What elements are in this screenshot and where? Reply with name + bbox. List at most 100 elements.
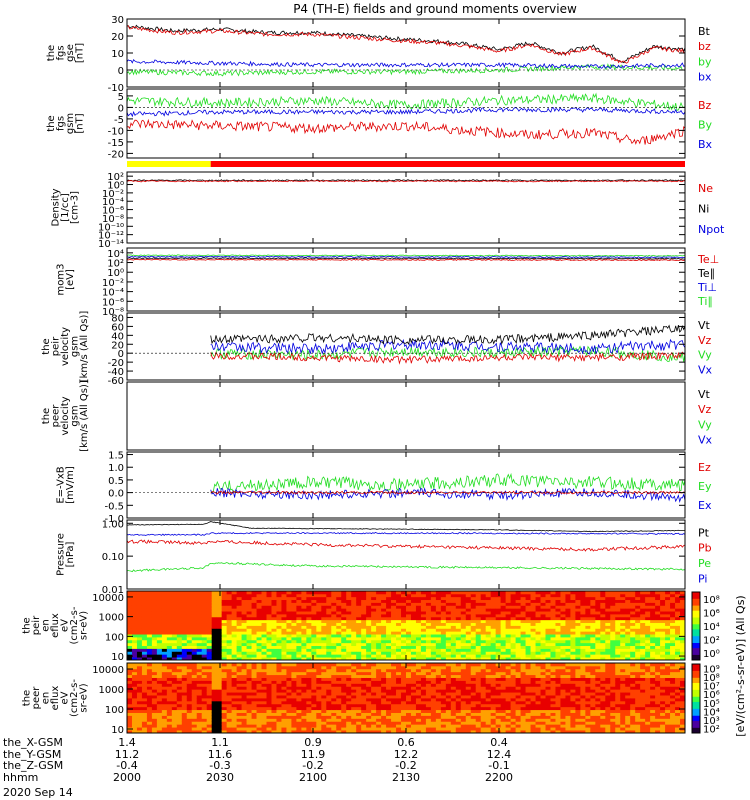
- spectrogram-cell: [281, 654, 287, 658]
- spectrogram-cell: [440, 683, 447, 687]
- spectrogram-cell: [251, 677, 257, 681]
- spectrogram-cell: [321, 706, 327, 711]
- spectrogram-cell: [475, 665, 482, 670]
- spectrogram-cell: [475, 718, 482, 722]
- spectrogram-cell: [127, 614, 133, 618]
- spectrogram-cell: [181, 602, 188, 606]
- spectrogram-cell: [271, 700, 277, 705]
- y-axis-label: Density[1/cc][cm-3]: [51, 188, 81, 226]
- spectrogram-cell: [381, 686, 387, 690]
- spectrogram-cell: [161, 683, 168, 687]
- spectrogram-cell: [660, 651, 666, 655]
- spectrogram-cell: [580, 611, 586, 615]
- spectrogram-cell: [156, 677, 163, 681]
- spectrogram-cell: [356, 605, 362, 609]
- spectrogram-cell: [241, 648, 247, 652]
- spectrogram-cell: [206, 695, 213, 699]
- spectrogram-cell: [520, 665, 526, 670]
- spectrogram-cell: [186, 712, 193, 716]
- spectrogram-cell: [226, 628, 233, 632]
- spectrogram-cell: [391, 648, 397, 652]
- spectrogram-cell: [151, 599, 158, 603]
- spectrogram-cell: [520, 639, 526, 644]
- spectrogram-cell: [455, 642, 462, 647]
- spectrogram-cell: [131, 700, 138, 705]
- spectrogram-cell: [455, 703, 462, 708]
- spectrogram-cell: [565, 614, 571, 618]
- spectrogram-cell: [146, 637, 153, 641]
- spectrogram-cell: [525, 642, 531, 647]
- spectrogram-cell: [286, 674, 292, 678]
- spectrogram-cell: [475, 680, 482, 684]
- spectrogram-cell: [321, 709, 327, 713]
- spectrogram-cell: [226, 651, 233, 655]
- spectrogram-cell: [181, 628, 188, 632]
- spectrogram-cell: [620, 651, 626, 655]
- spectrogram-cell: [406, 619, 412, 624]
- panel-frame: [126, 381, 686, 451]
- spectrogram-cell: [490, 648, 497, 652]
- spectrogram-cell: [460, 639, 467, 644]
- spectrogram-cell: [196, 700, 203, 705]
- spectrogram-cell: [186, 625, 193, 629]
- spectrogram-cell: [420, 680, 427, 684]
- spectrogram-cell: [550, 625, 556, 629]
- spectrogram-cell: [186, 715, 193, 719]
- spectrogram-cell: [231, 625, 238, 629]
- spectrogram-cell: [450, 648, 457, 652]
- spectrogram-cell: [386, 724, 392, 728]
- spectrogram-cell: [166, 634, 173, 638]
- spectrogram-cell: [515, 654, 521, 658]
- spectrogram-cell: [131, 706, 138, 711]
- spectrogram-cell: [396, 709, 402, 713]
- spectrogram-cell: [276, 616, 282, 621]
- spectrogram-cell: [495, 668, 502, 673]
- spectrogram-cell: [640, 634, 646, 638]
- spectrogram-cell: [341, 724, 347, 728]
- spectrogram-cell: [640, 657, 646, 661]
- spectrogram-cell: [565, 654, 571, 658]
- spectrogram-cell: [475, 596, 482, 601]
- spectrogram-cell: [156, 715, 163, 719]
- spectrogram-cell: [510, 628, 516, 632]
- spectrogram-cell: [286, 730, 292, 734]
- spectrogram-cell: [326, 654, 332, 658]
- spectrogram-cell: [415, 599, 422, 603]
- spectrogram-cell: [151, 665, 158, 670]
- spectrogram-cell: [296, 703, 302, 708]
- spectrogram-cell: [381, 605, 387, 609]
- spectrogram-cell: [296, 706, 302, 711]
- spectrogram-cell: [201, 645, 208, 649]
- spectrogram-cell: [146, 700, 153, 705]
- spectrogram-cell: [505, 622, 512, 626]
- spectrogram-cell: [650, 596, 656, 601]
- legend-item: Pi: [698, 572, 707, 585]
- spectrogram-cell: [510, 689, 516, 693]
- spectrogram-cell: [555, 645, 561, 649]
- spectrogram-cell: [201, 674, 208, 678]
- spectrogram-cell: [410, 712, 417, 716]
- spectrogram-cell: [181, 631, 188, 635]
- spectrogram-cell: [540, 651, 546, 655]
- spectrogram-cell: [386, 614, 392, 618]
- spectrogram-cell: [301, 611, 307, 615]
- spectrogram-cell: [141, 637, 148, 641]
- spectrogram-cell: [356, 668, 362, 673]
- spectrogram-cell: [425, 680, 432, 684]
- spectrogram-cell: [410, 668, 417, 673]
- spectrogram-cell: [196, 654, 203, 658]
- spectrogram-cell: [127, 602, 133, 606]
- spectrogram-cell: [281, 709, 287, 713]
- spectrogram-cell: [206, 651, 213, 655]
- spectrogram-cell: [356, 727, 362, 731]
- spectrogram-cell: [391, 671, 397, 676]
- spectrogram-cell: [396, 637, 402, 641]
- spectrogram-cell: [131, 712, 138, 716]
- spectrogram-cell: [500, 695, 507, 699]
- spectrogram-cell: [127, 718, 133, 722]
- spectrogram-cell: [236, 625, 242, 629]
- spectrogram-cell: [306, 718, 312, 722]
- spectrogram-cell: [216, 689, 223, 693]
- spectrogram-cell: [156, 695, 163, 699]
- spectrogram-cell: [396, 718, 402, 722]
